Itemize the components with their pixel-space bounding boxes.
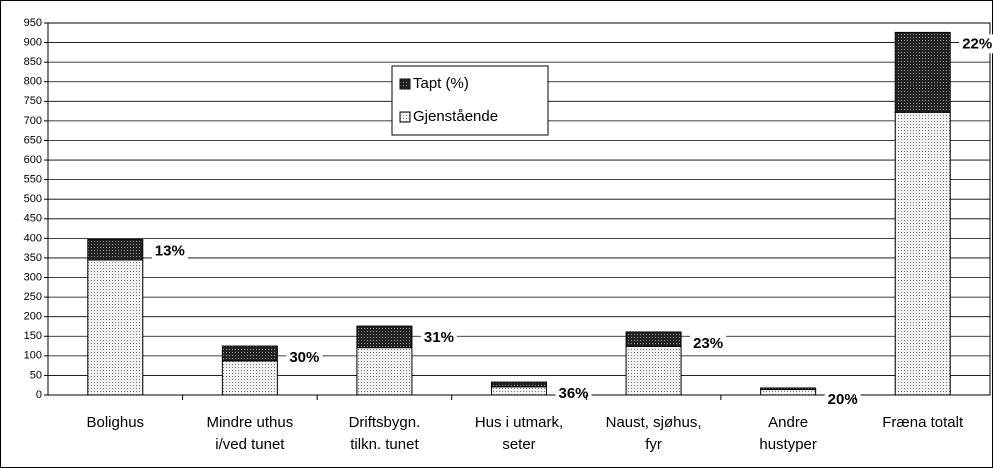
y-tick-label: 0 [36, 389, 42, 401]
y-tick-label: 100 [24, 350, 42, 362]
bar-segment [894, 111, 951, 396]
bar-segment [87, 239, 144, 261]
legend-box [391, 65, 549, 136]
legend-swatch [399, 111, 411, 123]
bar-segment [87, 259, 144, 396]
value-label-bg [420, 328, 457, 348]
x-tick-label: hustyper [759, 436, 817, 453]
value-label-bg [151, 241, 188, 261]
x-tick-label: seter [502, 436, 535, 453]
x-tick-label: Mindre uthus [206, 414, 293, 431]
value-label-bg [286, 348, 323, 368]
bar-segment [625, 331, 682, 347]
value-label: 22% [962, 35, 992, 52]
bar-segment [491, 381, 547, 388]
value-label: 36% [559, 385, 589, 402]
bar-segment [491, 386, 547, 396]
value-label: 30% [289, 349, 319, 366]
bar-segment [894, 31, 951, 113]
x-tick-label: fyr [645, 436, 662, 453]
y-tick-label: 250 [24, 291, 42, 303]
legend-swatch [399, 78, 411, 90]
y-tick-label: 500 [24, 193, 42, 205]
y-tick-label: 450 [24, 213, 42, 225]
y-tick-label: 700 [24, 115, 42, 127]
y-tick-label: 650 [24, 134, 42, 146]
y-tick-label: 50 [30, 369, 42, 381]
value-label: 13% [155, 243, 185, 260]
x-tick-label: Fræna totalt [882, 414, 964, 431]
y-tick-label: 850 [24, 56, 42, 68]
y-tick-label: 900 [24, 36, 42, 48]
value-label: 31% [424, 329, 454, 346]
value-label-bg [824, 389, 861, 409]
y-tick-label: 800 [24, 76, 42, 88]
value-label-bg [555, 384, 592, 404]
legend-label: Tapt (%) [413, 75, 469, 92]
value-label: 20% [828, 391, 858, 408]
y-tick-label: 400 [24, 232, 42, 244]
bar-segment [760, 387, 817, 391]
value-label-bg [959, 34, 993, 54]
bar-segment [356, 347, 413, 396]
y-tick-label: 150 [24, 330, 42, 342]
y-tick-label: 200 [24, 311, 42, 323]
y-tick-label: 750 [24, 95, 42, 107]
x-tick-label: tilkn. tunet [350, 436, 419, 453]
x-tick-label: i/ved tunet [215, 436, 285, 453]
x-tick-label: Driftsbygn. [349, 414, 421, 431]
y-tick-label: 600 [24, 154, 42, 166]
value-label: 23% [693, 335, 723, 352]
y-tick-label: 950 [24, 17, 42, 29]
x-tick-label: Naust, sjøhus, [606, 414, 702, 431]
y-tick-label: 300 [24, 271, 42, 283]
x-tick-label: Bolighus [87, 414, 145, 431]
legend-label: Gjenstående [413, 108, 498, 125]
bar-segment [625, 345, 682, 396]
value-label-bg [690, 333, 727, 353]
bar-segment [221, 360, 278, 396]
bar-segment [760, 389, 817, 396]
x-tick-label: Andre [768, 414, 808, 431]
bar-segment [221, 345, 278, 362]
x-tick-label: Hus i utmark, [475, 414, 563, 431]
y-tick-label: 350 [24, 252, 42, 264]
bar-segment [356, 325, 413, 349]
y-tick-label: 550 [24, 174, 42, 186]
